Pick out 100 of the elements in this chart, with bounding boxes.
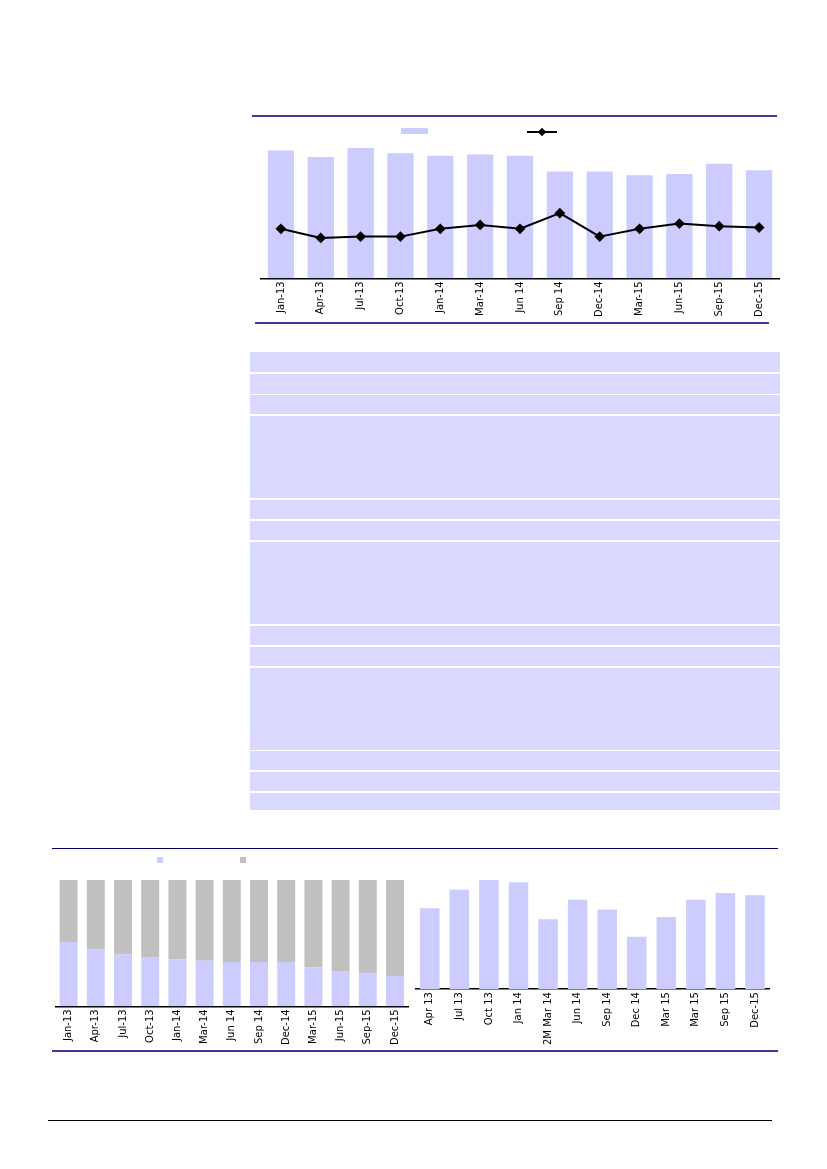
x-tick-label: Mar-14 bbox=[473, 281, 485, 316]
x-tick-label: Dec-15 bbox=[748, 992, 760, 1028]
bar bbox=[307, 157, 334, 279]
bar bbox=[86, 949, 105, 1007]
x-tick-label: Mar-14 bbox=[198, 1009, 210, 1044]
x-tick-label: Jan-13 bbox=[62, 1009, 74, 1043]
x-tick-label: Mar 15 bbox=[689, 992, 701, 1027]
bar bbox=[666, 174, 693, 279]
bar bbox=[304, 880, 323, 968]
bar bbox=[745, 895, 765, 990]
point bbox=[754, 222, 765, 233]
x-tick-label: Oct 13 bbox=[482, 992, 494, 1026]
bar bbox=[114, 880, 132, 955]
bar bbox=[267, 150, 295, 279]
bar bbox=[250, 880, 268, 963]
x-tick-label: Dec 14 bbox=[630, 992, 642, 1028]
x-tick-label: Jun 14 bbox=[513, 281, 525, 314]
x-tick-label: Oct-13 bbox=[394, 281, 406, 315]
bar bbox=[387, 153, 414, 279]
bar bbox=[304, 967, 323, 1007]
x-tick-label: Jan-14 bbox=[433, 281, 445, 315]
bar bbox=[706, 163, 733, 279]
point bbox=[475, 219, 486, 230]
bar bbox=[114, 954, 132, 1007]
x-tick-label: Dec-15 bbox=[752, 281, 764, 317]
x-tick-label: Sep-15 bbox=[361, 1009, 373, 1045]
bar bbox=[347, 148, 374, 279]
bar bbox=[449, 889, 470, 990]
bar bbox=[222, 962, 241, 1007]
bar bbox=[141, 957, 160, 1007]
bar bbox=[331, 880, 350, 971]
bar bbox=[59, 880, 78, 942]
x-tick-label: Jul-13 bbox=[116, 1009, 128, 1039]
bar bbox=[168, 880, 187, 960]
x-tick-label: Sep 14 bbox=[553, 281, 565, 317]
x-tick-label: Sep 14 bbox=[252, 1009, 264, 1045]
x-tick-label: Mar-15 bbox=[306, 1009, 318, 1044]
x-tick-label: Mar 15 bbox=[659, 992, 671, 1027]
point bbox=[315, 232, 326, 243]
x-tick-label: Mar-15 bbox=[633, 281, 645, 316]
point bbox=[714, 221, 725, 232]
point bbox=[594, 231, 605, 242]
bar bbox=[686, 899, 706, 990]
bar bbox=[386, 880, 404, 976]
x-tick-label: Jul 13 bbox=[452, 992, 464, 1022]
x-tick-label: Dec-15 bbox=[388, 1009, 400, 1045]
bar bbox=[508, 882, 529, 990]
bar bbox=[567, 899, 588, 990]
x-tick-label: Jun 14 bbox=[571, 992, 583, 1025]
bar bbox=[586, 171, 613, 279]
bar bbox=[277, 880, 296, 963]
x-tick-label: Sep 15 bbox=[719, 992, 731, 1027]
bar bbox=[59, 941, 78, 1007]
x-tick-label: Jun-15 bbox=[334, 1009, 346, 1043]
bar bbox=[656, 917, 677, 990]
bar bbox=[277, 962, 296, 1007]
bar bbox=[358, 880, 377, 974]
point bbox=[435, 223, 446, 234]
point bbox=[395, 231, 406, 242]
point bbox=[355, 231, 366, 242]
bar bbox=[745, 170, 773, 279]
bar bbox=[546, 171, 573, 279]
bar bbox=[467, 154, 494, 279]
x-tick-label: Jun 14 bbox=[225, 1009, 237, 1042]
x-tick-label: Jun-15 bbox=[672, 281, 684, 315]
x-tick-label: 2M Mar 14 bbox=[541, 992, 553, 1046]
x-tick-label: Sep 14 bbox=[600, 992, 612, 1027]
bar bbox=[715, 893, 736, 990]
bar bbox=[331, 970, 350, 1007]
bar bbox=[250, 962, 268, 1007]
bar bbox=[222, 880, 241, 963]
x-tick-label: Dec-14 bbox=[279, 1009, 291, 1045]
x-tick-label: Jul-13 bbox=[354, 281, 366, 311]
bar bbox=[626, 936, 647, 990]
bar bbox=[358, 973, 377, 1007]
point bbox=[515, 223, 525, 234]
bar bbox=[420, 908, 440, 990]
bar bbox=[506, 155, 534, 279]
x-tick-label: Apr 13 bbox=[423, 992, 435, 1026]
point bbox=[674, 218, 685, 229]
point bbox=[275, 223, 286, 234]
bar bbox=[141, 880, 160, 958]
bar bbox=[626, 175, 653, 279]
bar bbox=[195, 960, 214, 1007]
bar bbox=[427, 155, 454, 279]
x-tick-label: Oct-13 bbox=[143, 1009, 155, 1043]
bar bbox=[479, 880, 499, 990]
bar bbox=[195, 880, 214, 961]
x-tick-label: Jan 14 bbox=[512, 992, 524, 1025]
x-tick-label: Apr-13 bbox=[89, 1009, 101, 1043]
x-tick-label: Jan-13 bbox=[274, 281, 286, 315]
bar bbox=[538, 919, 558, 990]
x-tick-label: Dec-14 bbox=[593, 281, 605, 317]
bar bbox=[168, 959, 187, 1007]
x-tick-label: Apr-13 bbox=[314, 281, 326, 315]
x-tick-label: Jan-14 bbox=[170, 1009, 182, 1043]
bar bbox=[86, 880, 105, 950]
x-tick-label: Sep-15 bbox=[712, 281, 724, 317]
point bbox=[634, 223, 645, 234]
bar bbox=[597, 909, 617, 990]
